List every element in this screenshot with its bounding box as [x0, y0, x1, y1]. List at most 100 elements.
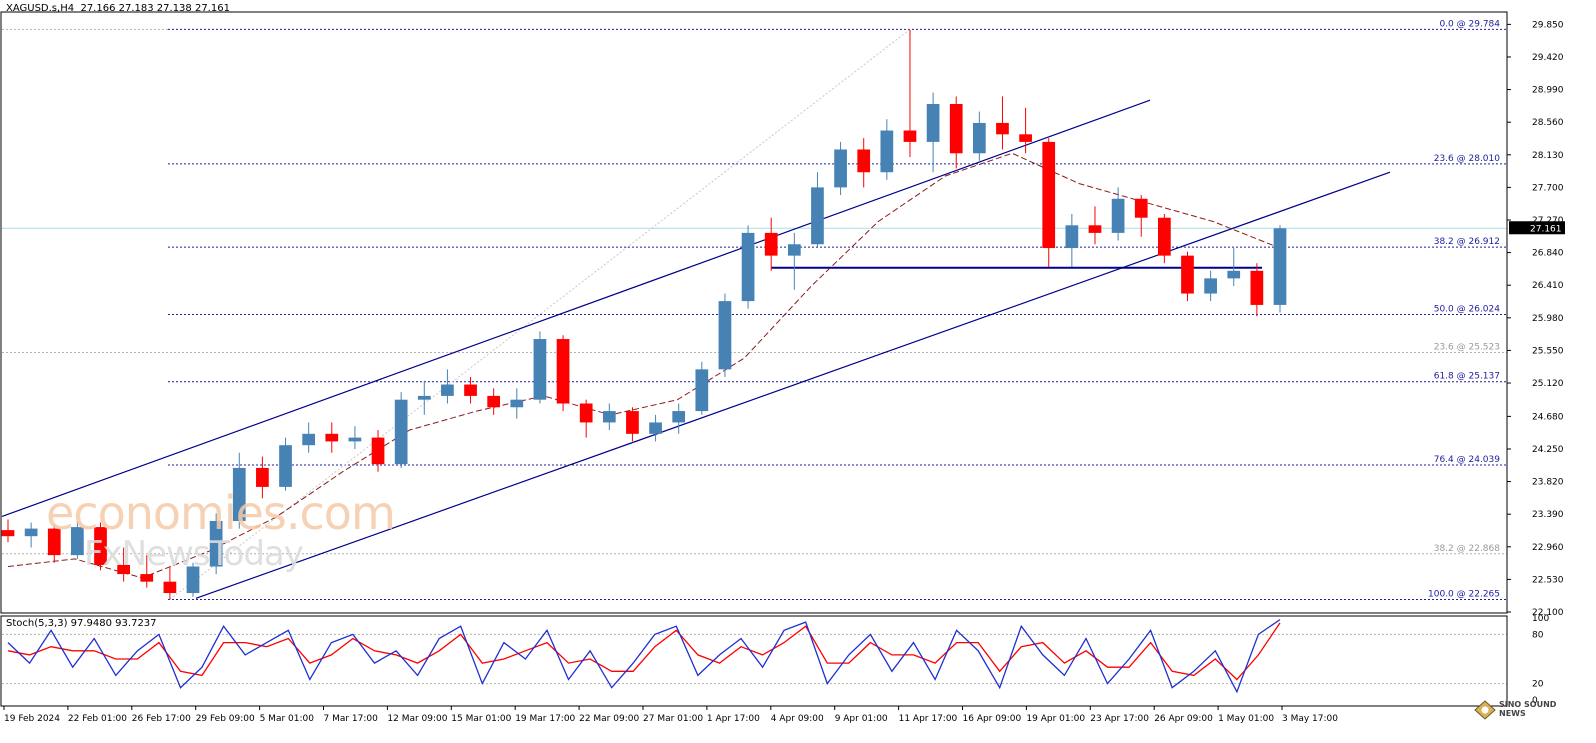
current-price-badge	[1509, 221, 1565, 235]
candle	[1204, 270, 1217, 302]
candle-body	[140, 574, 154, 582]
candle	[1181, 251, 1194, 302]
candle-body	[949, 103, 963, 154]
candle-body	[695, 369, 709, 412]
time-tick-label: 19 Feb 2024	[4, 714, 60, 724]
candle	[1134, 194, 1148, 237]
candle	[949, 96, 963, 169]
candle	[256, 456, 269, 499]
candle	[972, 111, 986, 161]
candle-body	[1204, 278, 1217, 294]
price-tick-label: 28.130	[1532, 151, 1564, 161]
stoch-tick-label: 80	[1532, 630, 1544, 640]
candle	[649, 414, 662, 442]
time-tick-label: 15 Mar 01:00	[451, 714, 511, 724]
fib-level-label: 23.6 @ 28.010	[1434, 154, 1501, 164]
candle-body	[672, 411, 686, 423]
candle-body	[903, 130, 917, 142]
candle-body	[1134, 198, 1148, 218]
candle-body	[926, 103, 940, 142]
fib-secondary-label: 38.2 @ 22.868	[1434, 544, 1501, 554]
time-tick-label: 23 Apr 17:00	[1090, 714, 1149, 724]
fib-level-label: 100.0 @ 22.265	[1428, 589, 1500, 599]
candle-body	[487, 395, 501, 408]
candle-body	[579, 403, 593, 423]
candle	[903, 29, 917, 158]
candle-body	[834, 149, 847, 188]
time-tick-label: 29 Feb 09:00	[196, 714, 255, 724]
price-tick-label: 28.560	[1532, 118, 1564, 128]
time-tick-label: 19 Apr 01:00	[1026, 714, 1085, 724]
price-tick-label: 24.680	[1532, 412, 1564, 422]
candle-body	[1111, 198, 1125, 233]
candle	[764, 217, 778, 271]
candle	[718, 293, 732, 377]
candlesticks	[1, 29, 1287, 600]
candle	[1042, 138, 1056, 268]
candle	[1158, 213, 1171, 264]
candle	[71, 521, 84, 559]
fib-level-label: 50.0 @ 26.024	[1434, 304, 1501, 314]
candle	[1065, 213, 1079, 268]
price-axis: 29.850 29.420 28.990 28.560 28.130 27.700 27.2…	[1507, 20, 1565, 618]
candle-body	[510, 399, 524, 408]
candle-body	[71, 527, 84, 556]
candle	[672, 403, 686, 434]
candle-body	[279, 445, 292, 487]
candle-body	[649, 422, 662, 434]
candle	[741, 225, 755, 309]
time-tick-label: 1 Apr 17:00	[707, 714, 760, 724]
candle-body	[232, 467, 246, 522]
candle	[1088, 206, 1102, 245]
price-tick-label: 27.700	[1532, 183, 1564, 193]
time-tick-label: 22 Feb 01:00	[68, 714, 127, 724]
price-tick-label: 23.820	[1532, 478, 1564, 488]
candle	[325, 422, 339, 453]
candle-body	[441, 384, 454, 396]
corner-logo-text: SINO SOUND NEWS	[1499, 700, 1557, 718]
stoch-tick-label: 20	[1532, 680, 1544, 690]
candle	[926, 92, 940, 173]
fib-level-label: 76.4 @ 24.039	[1434, 455, 1501, 465]
price-tick-label: 23.390	[1532, 510, 1564, 520]
candle-body	[186, 566, 200, 594]
price-tick-label: 27.270	[1532, 216, 1564, 226]
sino-sound-logo-icon	[1474, 700, 1496, 720]
price-tick-label: 25.120	[1532, 379, 1564, 389]
candle	[1, 519, 15, 543]
time-tick-label: 5 Mar 01:00	[260, 714, 315, 724]
candle	[811, 172, 824, 249]
fib-secondary-label: 23.6 @ 25.523	[1434, 342, 1500, 352]
candle	[1111, 187, 1125, 241]
candle-body	[302, 433, 316, 446]
price-tick-label: 29.850	[1532, 20, 1564, 30]
candle-body	[1088, 225, 1102, 233]
time-tick-label: 3 May 17:00	[1282, 714, 1338, 724]
stochastic-panel: 100 80 20 0	[2, 614, 1549, 706]
candle	[348, 426, 362, 449]
candle	[1250, 263, 1264, 317]
candle	[441, 369, 454, 404]
time-tick-label: 16 Apr 09:00	[963, 714, 1022, 724]
price-tick-label: 26.410	[1532, 281, 1564, 291]
time-axis: 19 Feb 2024 22 Feb 01:00 26 Feb 17:00 29 Fe…	[3, 706, 1338, 724]
candle-body	[972, 122, 986, 154]
candle-body	[787, 244, 801, 256]
time-tick-label: 9 Apr 01:00	[835, 714, 888, 724]
candle	[117, 547, 130, 582]
candle	[880, 119, 894, 180]
candle	[695, 361, 709, 415]
fib-level-label: 0.0 @ 29.784	[1439, 19, 1500, 29]
chart-header: XAGUSD.s,H4 27.166 27.183 27.138 27.161	[6, 3, 230, 14]
time-tick-label: 12 Mar 09:00	[387, 714, 447, 724]
candle-body	[1019, 134, 1032, 142]
candle-body	[47, 528, 61, 556]
candle	[1019, 107, 1032, 154]
candle	[279, 437, 292, 491]
time-tick-label: 11 Apr 17:00	[899, 714, 958, 724]
time-tick-label: 1 May 01:00	[1218, 714, 1274, 724]
candle	[47, 524, 61, 563]
candle	[510, 388, 524, 419]
price-tick-label: 22.530	[1532, 575, 1564, 585]
watermark-economies: economies.com	[46, 486, 396, 540]
